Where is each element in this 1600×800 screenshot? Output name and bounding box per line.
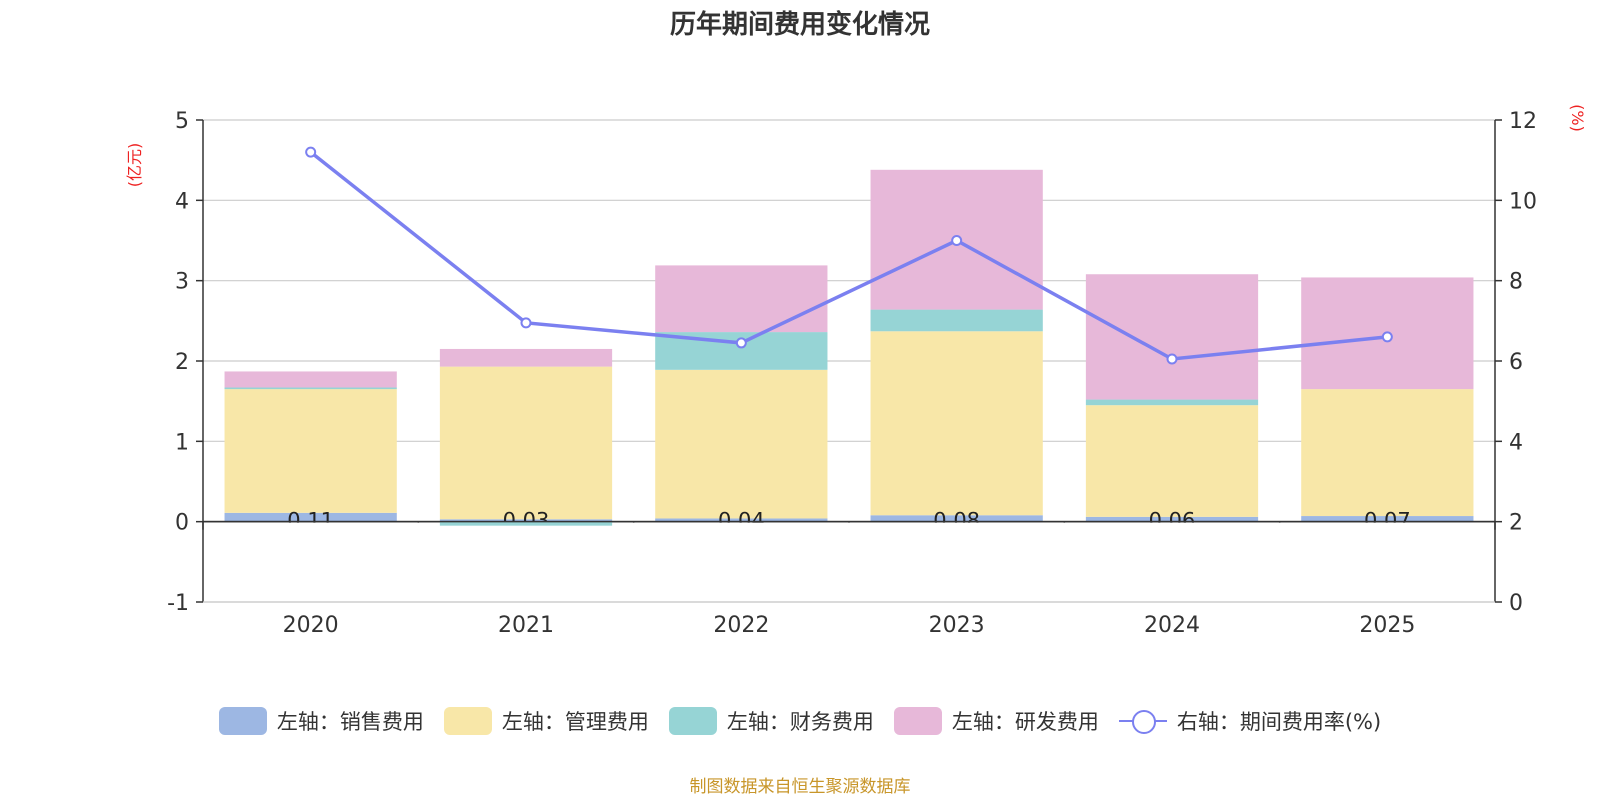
bar-segment-sales	[655, 518, 828, 522]
x-tick-label: 2022	[713, 613, 769, 638]
bar-segment-sales	[224, 512, 397, 522]
bar-segment-rd	[655, 265, 828, 333]
y-right-tick-label: 4	[1509, 430, 1523, 455]
bar-segment-admin	[1301, 389, 1474, 517]
y-left-tick-label: 2	[175, 350, 189, 375]
legend-swatch	[893, 707, 942, 735]
y-left-axis-label: (亿元)	[125, 143, 144, 188]
bar-segment-admin	[1085, 405, 1259, 517]
y-right-tick-label: 12	[1509, 109, 1537, 134]
bar-segment-admin	[870, 331, 1043, 516]
bar-segment-admin	[224, 389, 397, 513]
bar-segment-finance	[224, 387, 397, 390]
bar-segment-sales	[1301, 516, 1474, 522]
chart-title: 历年期间费用变化情况	[669, 10, 930, 40]
bar-segment-rd	[224, 371, 397, 388]
y-right-tick-label: 8	[1509, 270, 1523, 295]
chart-legend: 左轴：销售费用 左轴：管理费用 左轴：财务费用 左轴：研发费用 右轴：期间费用率(%)	[0, 706, 1600, 736]
bar-segment-finance	[870, 309, 1043, 332]
label-clip-mask	[204, 522, 1494, 533]
y-left-tick-label: 5	[175, 109, 189, 134]
legend-label: 左轴：研发费用	[951, 710, 1099, 734]
rate-point	[735, 337, 747, 349]
x-tick-label: 2025	[1359, 613, 1415, 638]
y-left-tick-label: 3	[175, 270, 189, 295]
x-tick-label: 2024	[1144, 613, 1200, 638]
bar-segment-sales	[439, 519, 613, 522]
rate-line	[309, 150, 1388, 361]
y-right-tick-label: 10	[1509, 189, 1537, 214]
legend-swatch	[668, 707, 717, 735]
x-tick-label: 2023	[929, 613, 985, 638]
bar-segment-rd	[439, 348, 613, 367]
bar-segment-sales	[870, 515, 1043, 522]
bar-segment-sales	[1085, 516, 1259, 522]
rate-point	[1166, 353, 1178, 365]
legend-item[interactable]: 左轴：财务费用	[668, 706, 874, 736]
legend-line-marker-icon	[1118, 707, 1167, 735]
legend-label: 右轴：期间费用率(%)	[1176, 710, 1382, 734]
data-source-note: 制图数据来自恒生聚源数据库	[689, 777, 911, 797]
bar-segment-finance	[1085, 399, 1259, 406]
y-left-tick-label: 4	[175, 189, 189, 214]
y-right-tick-label: 6	[1509, 350, 1523, 375]
y-left-tick-label: 1	[175, 430, 189, 455]
rate-point	[951, 235, 963, 246]
x-tick-label: 2020	[283, 613, 339, 638]
legend-label: 左轴：财务费用	[726, 710, 874, 734]
y-right-axis-label: (%)	[1568, 104, 1587, 132]
bar-segment-rd	[1085, 274, 1259, 400]
x-tick-label: 2021	[498, 613, 554, 638]
rate-point	[1381, 331, 1393, 343]
legend-label: 左轴：管理费用	[501, 710, 649, 734]
bar-segment-finance	[439, 521, 613, 526]
rate-point	[520, 317, 532, 329]
y-right-tick-label: 2	[1509, 511, 1523, 536]
legend-item[interactable]: 左轴：研发费用	[893, 706, 1099, 736]
legend-item[interactable]: 右轴：期间费用率(%)	[1118, 706, 1382, 736]
legend-item[interactable]: 左轴：管理费用	[443, 706, 649, 736]
y-left-tick-label: 0	[175, 511, 189, 536]
legend-item[interactable]: 左轴：销售费用	[218, 706, 424, 736]
legend-label: 左轴：销售费用	[276, 710, 424, 734]
bar-segment-admin	[655, 369, 828, 519]
rate-point	[305, 146, 317, 158]
y-right-tick-label: 0	[1509, 591, 1523, 616]
bar-segment-admin	[439, 366, 613, 520]
legend-swatch	[218, 707, 267, 735]
legend-swatch	[443, 707, 492, 735]
y-left-tick-label: -1	[167, 591, 189, 616]
